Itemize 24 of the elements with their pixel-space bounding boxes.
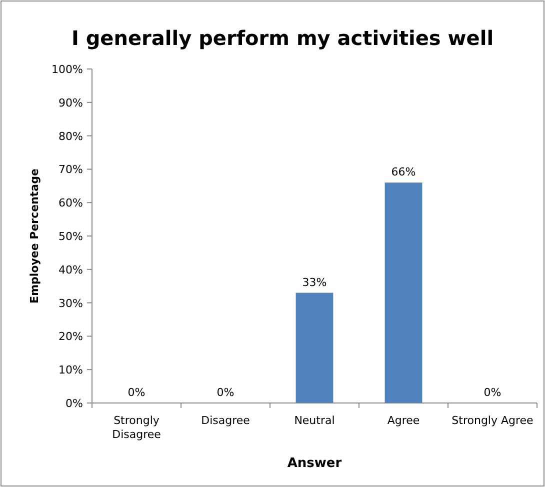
data-label: 66% <box>391 166 416 179</box>
x-tick-label: Strongly Agree <box>452 414 534 427</box>
y-tick-label: 60% <box>58 196 83 210</box>
data-label: 0% <box>216 386 234 399</box>
y-tick-label: 10% <box>58 364 83 377</box>
chart-title: I generally perform my activities well <box>71 26 494 50</box>
y-tick-label: 50% <box>58 230 83 243</box>
y-tick-label: 80% <box>58 130 83 143</box>
x-tick-label: Neutral <box>294 414 335 427</box>
y-axis-title: Employee Percentage <box>28 168 41 304</box>
x-tick-label: Agree <box>387 414 420 427</box>
y-tick-label: 20% <box>58 330 83 344</box>
y-tick-label: 90% <box>58 96 83 110</box>
y-tick-label: 100% <box>52 63 83 76</box>
x-axis-title: Answer <box>287 456 342 471</box>
y-tick-label: 70% <box>58 163 83 176</box>
data-label: 0% <box>128 386 146 399</box>
data-label: 33% <box>302 276 327 289</box>
y-tick-label: 0% <box>66 397 83 410</box>
y-tick-label: 40% <box>58 263 83 276</box>
x-tick-label: Strongly Disagree <box>112 414 162 441</box>
x-tick-label: Disagree <box>201 414 250 427</box>
data-label: 0% <box>484 386 502 399</box>
y-tick-label: 30% <box>58 296 83 310</box>
